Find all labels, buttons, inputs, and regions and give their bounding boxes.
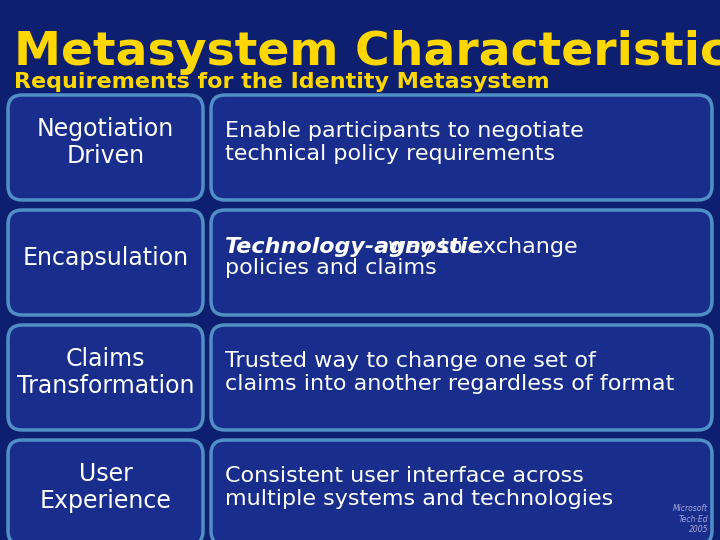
- FancyBboxPatch shape: [211, 95, 712, 200]
- Text: policies and claims: policies and claims: [225, 258, 437, 278]
- Text: Requirements for the Identity Metasystem: Requirements for the Identity Metasystem: [14, 72, 549, 92]
- Text: Negotiation
Driven: Negotiation Driven: [37, 117, 174, 168]
- Text: Technology-agnostic: Technology-agnostic: [225, 237, 482, 256]
- Text: way to exchange: way to exchange: [381, 237, 577, 256]
- FancyBboxPatch shape: [211, 440, 712, 540]
- Text: User
Experience: User Experience: [40, 462, 171, 514]
- FancyBboxPatch shape: [8, 325, 203, 430]
- Text: Consistent user interface across
multiple systems and technologies: Consistent user interface across multipl…: [225, 466, 613, 509]
- FancyBboxPatch shape: [8, 95, 203, 200]
- FancyBboxPatch shape: [8, 440, 203, 540]
- Text: Trusted way to change one set of
claims into another regardless of format: Trusted way to change one set of claims …: [225, 351, 674, 394]
- FancyBboxPatch shape: [211, 325, 712, 430]
- FancyBboxPatch shape: [211, 210, 712, 315]
- Text: Microsoft
Tech·Ed
2005: Microsoft Tech·Ed 2005: [673, 504, 708, 534]
- FancyBboxPatch shape: [8, 210, 203, 315]
- Text: Encapsulation: Encapsulation: [22, 246, 189, 269]
- Text: Enable participants to negotiate
technical policy requirements: Enable participants to negotiate technic…: [225, 121, 584, 164]
- Text: Metasystem Characteristics: Metasystem Characteristics: [14, 30, 720, 75]
- Text: Claims
Transformation: Claims Transformation: [17, 347, 194, 399]
